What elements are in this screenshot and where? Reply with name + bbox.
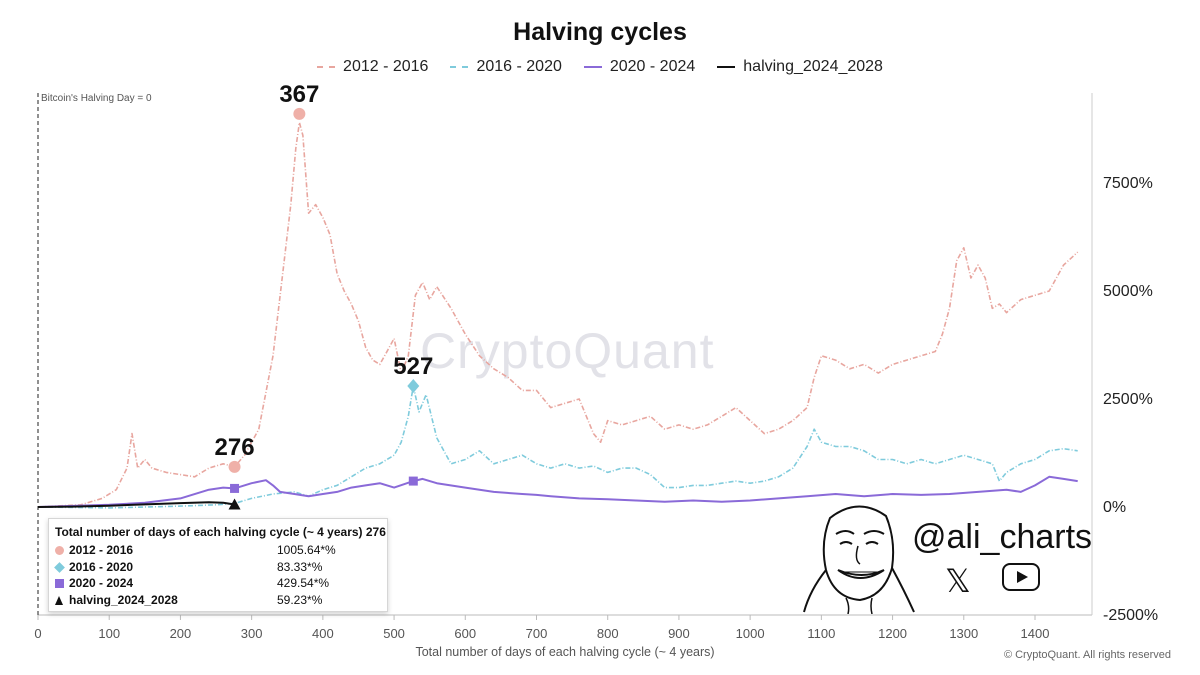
tooltip-series-value: 1005.64*% bbox=[277, 543, 336, 557]
y-tick-label: 7500% bbox=[1103, 175, 1153, 192]
chart-title: Halving cycles bbox=[513, 18, 687, 46]
y-tick-label: 2500% bbox=[1103, 391, 1153, 408]
annotation-marker bbox=[228, 460, 241, 473]
annotation-label: 276 bbox=[215, 434, 255, 461]
y-tick-label: 0% bbox=[1103, 499, 1126, 516]
x-axis-title: Total number of days of each halving cyc… bbox=[415, 645, 714, 659]
tooltip-series-value: 429.54*% bbox=[277, 576, 330, 590]
x-tick-label: 1000 bbox=[736, 626, 765, 641]
y-tick-label: 5000% bbox=[1103, 283, 1153, 300]
tooltip-header: Total number of days of each halving cyc… bbox=[55, 525, 386, 539]
annotation-marker bbox=[293, 107, 306, 120]
x-tick-label: 600 bbox=[454, 626, 476, 641]
tooltip-series-name: 2012 - 2016 bbox=[69, 543, 134, 557]
annotation-label: 527 bbox=[393, 353, 433, 380]
x-tick-label: 300 bbox=[241, 626, 263, 641]
tooltip-series-name: halving_2024_2028 bbox=[69, 592, 178, 607]
tooltip-series-name: 2016 - 2020 bbox=[69, 559, 134, 574]
x-tick-label: 1100 bbox=[807, 626, 835, 641]
series-line-0 bbox=[37, 121, 1079, 508]
chart-legend: 2012 - 2016 2016 - 2020 2020 - 2024 halving… bbox=[0, 58, 1200, 76]
series-line-2 bbox=[37, 475, 1078, 508]
author-handle: @ali_charts bbox=[912, 518, 1093, 556]
y-tick-label: -2500% bbox=[1103, 607, 1158, 624]
youtube-icon bbox=[1002, 563, 1040, 591]
legend-label: 2020 - 2024 bbox=[609, 58, 696, 75]
x-tick-label: 0 bbox=[34, 626, 41, 641]
meme-face-icon bbox=[803, 505, 915, 614]
annotation-marker bbox=[408, 476, 418, 486]
tooltip-series-name: 2020 - 2024 bbox=[69, 576, 134, 590]
legend-label: halving_2024_2028 bbox=[743, 58, 883, 75]
data-tooltip: Total number of days of each halving cyc… bbox=[48, 518, 388, 612]
annotation-label: 367 bbox=[279, 81, 319, 108]
legend-swatch bbox=[317, 66, 336, 68]
x-logo-icon: 𝕏 bbox=[945, 563, 971, 599]
tooltip-marker-icon bbox=[55, 579, 64, 588]
annotation-marker bbox=[228, 498, 241, 510]
series-line-3 bbox=[37, 501, 235, 508]
x-tick-label: 1200 bbox=[878, 626, 907, 641]
tooltip-series-value: 83.33*% bbox=[277, 559, 323, 574]
legend-swatch bbox=[450, 66, 469, 68]
tooltip-row: 2016 - 2020 83.33*% bbox=[54, 559, 385, 576]
x-tick-label: 900 bbox=[668, 626, 690, 641]
legend-item[interactable]: halving_2024_2028 bbox=[717, 58, 883, 76]
x-tick-label: 400 bbox=[312, 626, 334, 641]
reference-line-label: Bitcoin's Halving Day = 0 bbox=[41, 93, 152, 104]
legend-swatch bbox=[583, 66, 602, 68]
tooltip-row: 2020 - 2024 429.54*% bbox=[55, 576, 385, 592]
x-tick-label: 100 bbox=[98, 626, 120, 641]
tooltip-marker-icon bbox=[55, 595, 63, 605]
tooltip-marker-icon bbox=[55, 546, 64, 555]
x-tick-label: 200 bbox=[170, 626, 192, 641]
x-tick-label: 800 bbox=[597, 626, 619, 641]
tooltip-marker-icon bbox=[54, 561, 65, 573]
tooltip-series-value: 59.23*% bbox=[277, 592, 323, 607]
x-tick-label: 1300 bbox=[949, 626, 978, 641]
annotation-marker bbox=[407, 379, 420, 394]
legend-swatch bbox=[717, 66, 736, 68]
legend-item[interactable]: 2020 - 2024 bbox=[583, 58, 696, 76]
legend-label: 2016 - 2020 bbox=[476, 58, 562, 75]
copyright-notice: © CryptoQuant. All rights reserved bbox=[1003, 649, 1171, 661]
x-tick-label: 500 bbox=[383, 626, 405, 641]
tooltip-row: 2012 - 2016 1005.64*% bbox=[55, 543, 385, 559]
legend-item[interactable]: 2012 - 2016 bbox=[317, 58, 428, 76]
x-tick-label: 700 bbox=[526, 626, 548, 641]
x-tick-label: 1400 bbox=[1021, 626, 1050, 641]
annotation-marker bbox=[230, 483, 240, 493]
legend-label: 2012 - 2016 bbox=[343, 58, 429, 75]
tooltip-row: halving_2024_2028 59.23*% bbox=[55, 593, 385, 609]
series-line-1 bbox=[37, 385, 1078, 509]
watermark: CryptoQuant bbox=[420, 323, 715, 379]
legend-item[interactable]: 2016 - 2020 bbox=[450, 58, 562, 76]
